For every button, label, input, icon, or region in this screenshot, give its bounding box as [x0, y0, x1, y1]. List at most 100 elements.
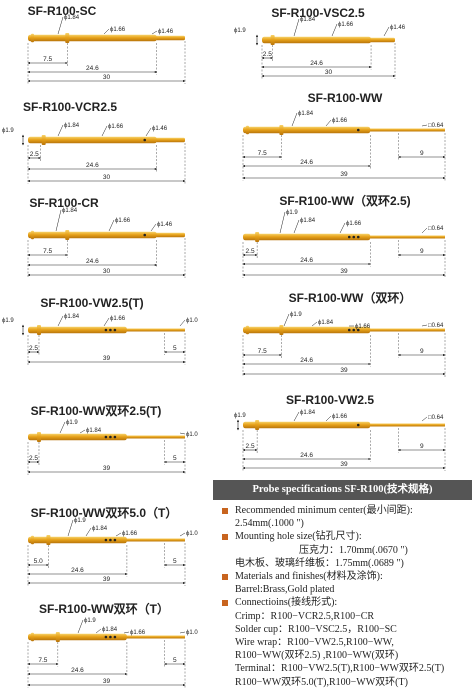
callout-leader	[180, 632, 185, 633]
callout-label: ϕ1.9	[84, 618, 96, 624]
dimension-label: 24.6	[86, 65, 99, 72]
pin-dot	[109, 539, 112, 542]
callout-label: ϕ1.84	[300, 17, 316, 23]
probe-drawing: SF-R100-VCR2.5ϕ1.84ϕ1.66ϕ1.46ϕ1.92.524.6…	[2, 100, 185, 184]
pin-collar	[56, 632, 60, 642]
pin-collar	[37, 325, 41, 335]
callout-label: ϕ1.84	[300, 218, 316, 224]
pin-body	[28, 35, 157, 42]
callout-label: ϕ1.66	[332, 118, 348, 124]
callout-label: ϕ1.84	[64, 314, 80, 320]
callout-leader	[340, 223, 345, 233]
callout-label: ϕ1.0	[186, 531, 198, 537]
pin-collar	[279, 325, 283, 335]
pin-collar	[31, 231, 34, 239]
pin-body	[28, 634, 127, 641]
pin-collar	[271, 35, 275, 45]
spec-line: 2.54mm(.1000 ")	[235, 517, 472, 530]
spec-line: Solder cup：R100−VSC2.5，R100−SC	[235, 623, 472, 636]
drawing-title: SF-R100-WW双环（T）	[39, 601, 169, 616]
callout-label: ϕ1.84	[300, 410, 316, 416]
dimension-label: 30	[325, 69, 333, 76]
spec-heading: Materials and finishes(材料及涂饰):	[235, 570, 472, 583]
spec-heading: Recommended minimum center(最小间距):	[235, 504, 472, 517]
dimension-label: 5.0	[34, 558, 43, 565]
callout-label: ϕ1.66	[355, 324, 371, 330]
spec-line: Terminal：R100−VW2.5(T),R100−WW双环2.5(T)	[235, 662, 472, 675]
dimension-label: 7.5	[43, 248, 52, 255]
callout-label: ϕ1.84	[102, 627, 118, 633]
dimension-label: 7.5	[258, 150, 267, 157]
callout-leader	[284, 314, 289, 326]
dimension-label: 2.5	[246, 443, 255, 450]
callout-label: ϕ1.66	[332, 414, 348, 420]
dimension-label: 39	[340, 268, 348, 275]
spec-heading: Mounting hole size(钻孔尺寸):	[235, 530, 472, 543]
drawing-title: SF-R100-VW2.5	[286, 393, 374, 407]
callout-label: ϕ1.9	[286, 210, 298, 216]
probe-drawing: SF-R100-WW双环2.5(T)ϕ1.9ϕ1.84ϕ1.02.5539	[28, 404, 198, 475]
dimension-label: 9	[420, 150, 424, 157]
dimension-label: 9	[420, 348, 424, 355]
callout-label: ϕ1.66	[122, 531, 138, 537]
callout-leader	[96, 629, 101, 633]
callout-label: □0.64	[428, 226, 444, 232]
callout-label: ϕ1.84	[64, 123, 80, 129]
pin-body	[28, 434, 127, 441]
callout-leader	[80, 430, 85, 433]
pin-collar	[246, 126, 249, 134]
pin-dot	[105, 436, 108, 439]
callout-leader	[294, 19, 299, 36]
dimension-label: 5	[173, 345, 177, 352]
spec-line: 压克力：1.70mm(.0670 ")	[235, 544, 472, 557]
dimension-label: 9	[420, 248, 424, 255]
callout-label: ϕ1.66	[110, 27, 126, 33]
drawing-title: SF-R100-VCR2.5	[23, 100, 117, 114]
callout-leader	[422, 325, 427, 326]
probe-drawing: SF-R100-WWϕ1.84ϕ1.66□0.647.5924.639	[243, 91, 445, 181]
spec-heading: Connectioins(接线形式):	[235, 596, 472, 609]
dimension-label: 24.6	[300, 257, 313, 264]
drawing-title: SF-R100-WW双环5.0（T）	[31, 505, 178, 520]
dimension-label: 39	[103, 678, 111, 685]
dimension-label: 2.5	[246, 248, 255, 255]
callout-label: ϕ1.46	[158, 29, 174, 35]
pin-dot	[348, 329, 351, 332]
dimension-label: 24.6	[300, 159, 313, 166]
pin-body	[243, 234, 370, 241]
dimension-label: 39	[340, 367, 348, 374]
spec-line: Crimp：R100−VCR2.5,R100−CR	[235, 610, 472, 623]
callout-label: ϕ1.9	[290, 312, 302, 318]
dimension-label: 39	[340, 171, 348, 178]
pin-tip	[155, 138, 185, 143]
callout-leader	[124, 632, 129, 633]
pin-dot	[109, 636, 112, 639]
callout-leader	[326, 120, 331, 126]
pin-tip	[155, 233, 185, 238]
pin-collar	[65, 230, 69, 240]
dimension-label: 5	[173, 657, 177, 664]
pin-collar	[31, 34, 34, 42]
probe-drawing: SF-R100-WW（双环2.5)ϕ1.9ϕ1.84ϕ1.66□0.642.59…	[243, 193, 445, 278]
pin-body	[243, 127, 370, 134]
pin-wire	[125, 539, 185, 542]
callout-label: ϕ1.0	[186, 630, 198, 636]
callout-label: ϕ1.46	[152, 126, 168, 132]
dimension-label: 9	[420, 443, 424, 450]
spec-line: Wire wrap：R100−VW2.5,R100−WW,	[235, 636, 472, 649]
dimension-label: 39	[103, 465, 111, 472]
pin-collar	[46, 535, 50, 545]
dimension-label: 30	[103, 268, 111, 275]
callout-label: ϕ1.66	[108, 124, 124, 130]
callout-leader	[180, 533, 185, 536]
dimension-label: 30	[103, 174, 111, 181]
pin-body	[262, 37, 371, 44]
pin-dot	[114, 636, 117, 639]
pin-body	[28, 327, 127, 334]
pin-dot	[114, 436, 117, 439]
spec-line: 电木板、玻璃纤维板：1.75mm(.0689 ")	[235, 557, 472, 570]
pin-dot	[348, 236, 351, 239]
pin-dot	[105, 539, 108, 542]
probe-drawing: SF-R100-VW2.5(T)ϕ1.84ϕ1.66ϕ1.0ϕ1.92.5539	[2, 296, 198, 365]
